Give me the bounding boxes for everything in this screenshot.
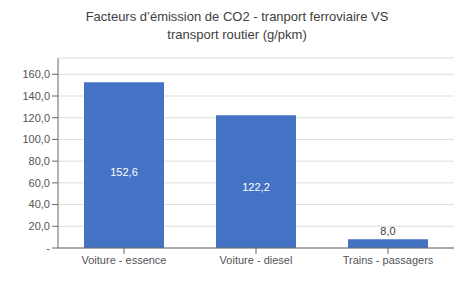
- svg-text:152,6: 152,6: [110, 166, 138, 178]
- svg-text:140,0: 140,0: [22, 90, 50, 102]
- svg-text:120,0: 120,0: [22, 112, 50, 124]
- svg-text:40,0: 40,0: [29, 198, 50, 210]
- html-text:Facteurs d’émission de CO2 - t: Facteurs d’émission de CO2 - tranport fe…: [85, 9, 389, 24]
- svg-text:122,2: 122,2: [242, 181, 270, 193]
- svg-text:8,0: 8,0: [380, 225, 395, 237]
- svg-text:60,0: 60,0: [29, 177, 50, 189]
- html-text:transport routier (g/pkm): transport routier (g/pkm): [167, 27, 307, 42]
- svg-text:Voiture - diesel: Voiture - diesel: [220, 254, 293, 266]
- svg-text:80,0: 80,0: [29, 155, 50, 167]
- svg-text:160,0: 160,0: [22, 68, 50, 80]
- svg-text:Trains - passagers: Trains - passagers: [343, 254, 434, 266]
- svg-text:20,0: 20,0: [29, 220, 50, 232]
- svg-text:100,0: 100,0: [22, 133, 50, 145]
- svg-text:Voiture - essence: Voiture - essence: [82, 254, 167, 266]
- svg-text:-: -: [46, 242, 50, 254]
